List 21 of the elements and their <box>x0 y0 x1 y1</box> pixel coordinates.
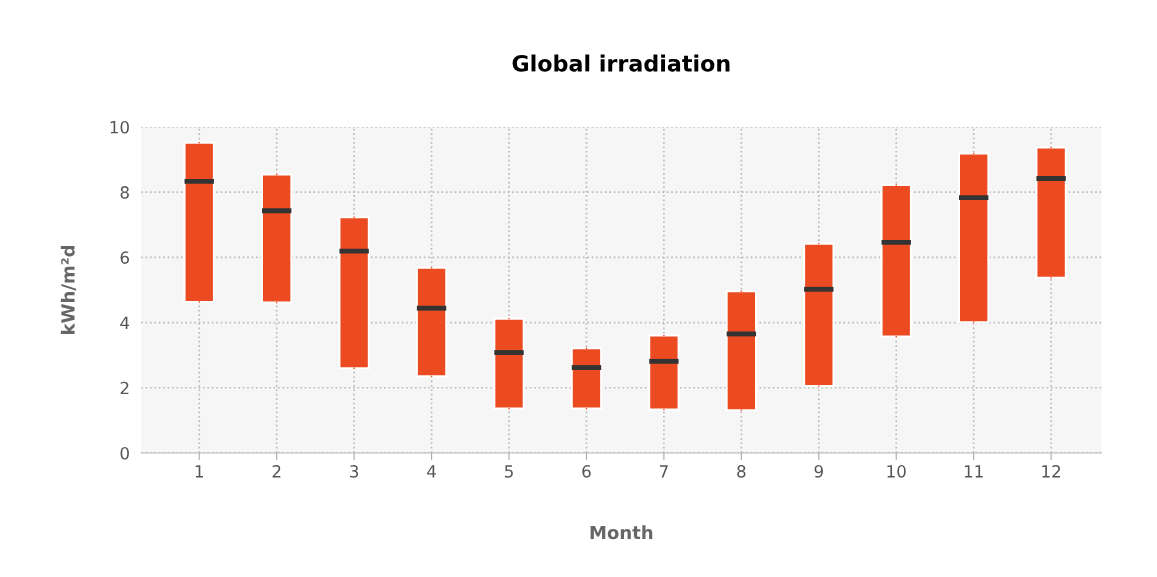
y-tick-label: 8 <box>120 186 129 199</box>
x-tick-label: 10 <box>887 465 906 478</box>
x-tick-label: 5 <box>505 465 513 478</box>
y-tick-label: 4 <box>120 316 130 329</box>
x-axis-title: Month <box>590 525 653 540</box>
y-axis-title: kWh/m²d <box>60 245 77 334</box>
chart-title: Global irradiation <box>512 54 730 72</box>
y-tick-label: 2 <box>120 381 129 395</box>
x-tick-label: 9 <box>814 465 823 478</box>
x-tick-label: 6 <box>582 465 591 478</box>
x-tick-label: 11 <box>964 465 983 478</box>
x-tick-label: 4 <box>427 465 436 478</box>
x-tick-label: 7 <box>659 465 668 478</box>
x-tick-label: 8 <box>737 465 746 478</box>
y-tick-label: 6 <box>120 251 129 264</box>
x-tick-label: 3 <box>350 465 359 478</box>
x-tick-label: 12 <box>1042 465 1061 478</box>
x-tick-label: 2 <box>272 465 281 478</box>
x-tick-label: 1 <box>195 465 203 478</box>
y-tick-label: 0 <box>120 446 129 460</box>
y-tick-label: 10 <box>110 120 129 134</box>
